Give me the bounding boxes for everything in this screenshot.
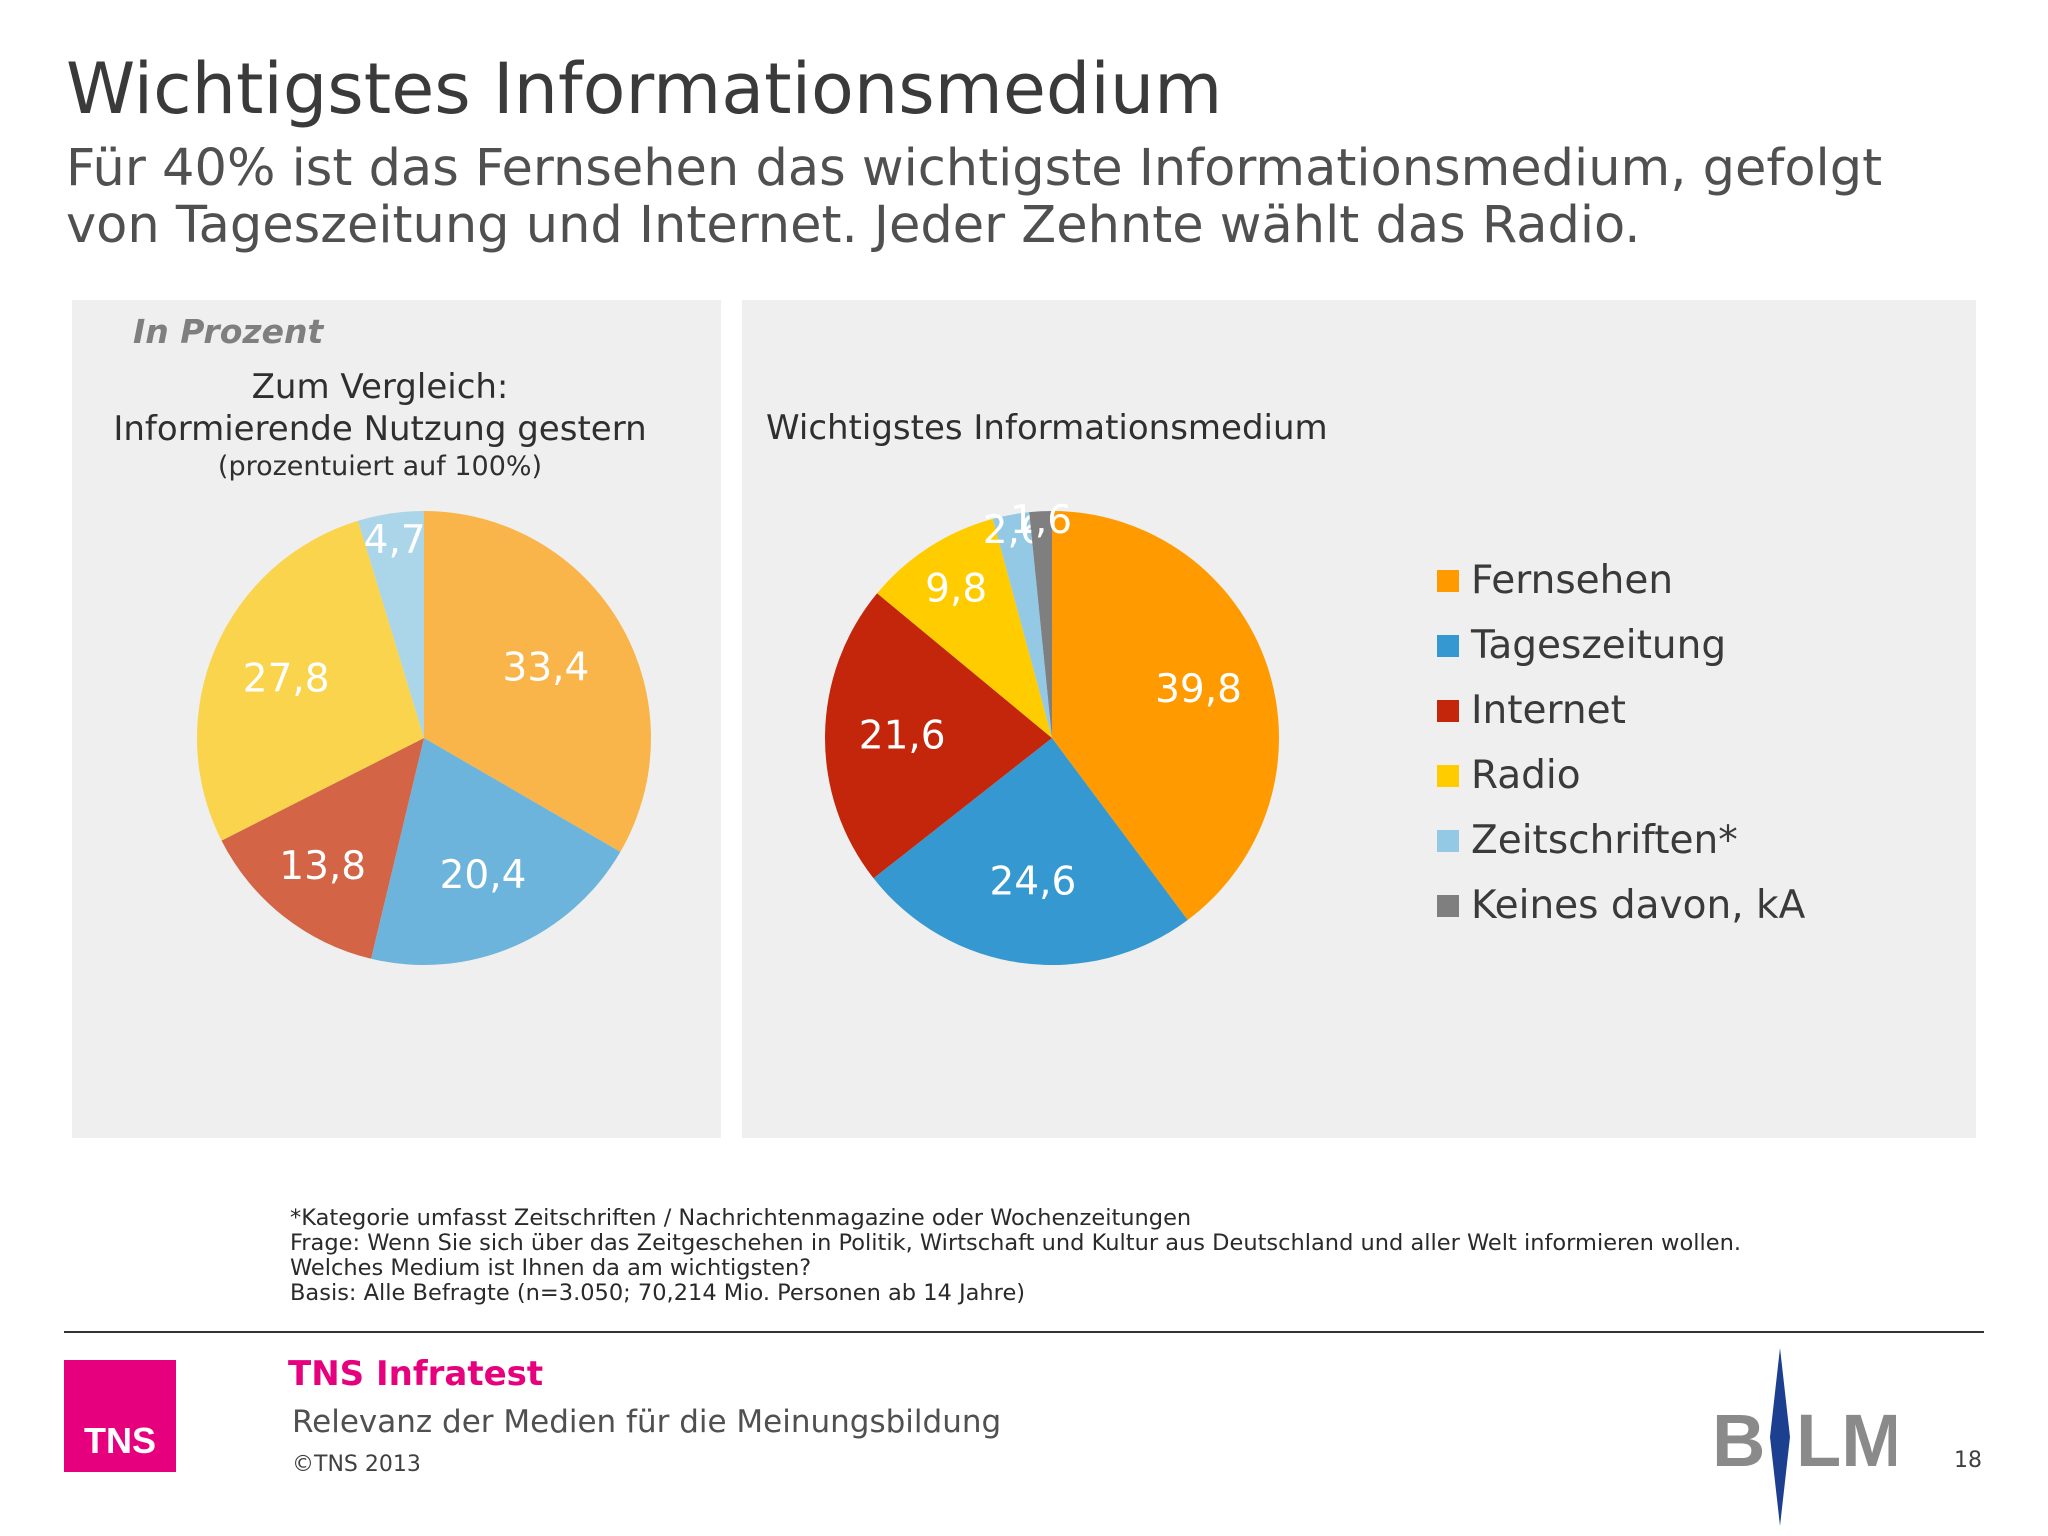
legend-item: Internet [1437,678,1805,743]
chart-legend: Fernsehen Tageszeitung Internet Radio Zeitsc… [1437,548,1805,938]
right-chart-title: Wichtigstes Informationsmedium [766,408,1328,448]
report-title: Relevanz der Medien für die Meinungsbild… [292,1404,1002,1440]
tns-logo: TNS [64,1360,176,1472]
legend-item: Tageszeitung [1437,613,1805,678]
legend-swatch [1437,699,1459,722]
footnote-line-3: Welches Medium ist Ihnen da am wichtigst… [290,1255,812,1281]
left-title-line-2: Informierende Nutzung gestern [113,409,647,449]
left-title-line-1: Zum Vergleich: [251,367,509,407]
footnote-line-2: Frage: Wenn Sie sich über das Zeitgesche… [290,1230,1741,1256]
legend-item: Zeitschriften* [1437,808,1805,873]
data-label: 1,6 [1010,498,1072,543]
tns-logo-text: TNS [84,1420,156,1461]
legend-swatch [1437,829,1459,852]
legend-label: Internet [1471,688,1626,733]
subtitle-line-1: Für 40% ist das Fernsehen das wichtigste… [66,139,1883,198]
svg-text:B: B [1712,1399,1765,1482]
legend-swatch [1437,634,1459,657]
page-number: 18 [1954,1448,1982,1473]
pie-slice-radio [877,518,1052,738]
pie-slice-zeitschriften [357,511,424,738]
footer-divider [64,1331,1984,1333]
pie-slice-radio [197,520,424,841]
pie-slice-tageszeitung [371,738,621,965]
footnote-line-4: Basis: Alle Befragte (n=3.050; 70,214 Mi… [290,1280,1026,1306]
copyright: ©TNS 2013 [292,1452,421,1477]
left-chart-title: Zum Vergleich: Informierende Nutzung ges… [100,366,660,484]
pie-slice-internet [221,738,424,959]
data-label: 13,8 [279,844,366,889]
brand-name: TNS Infratest [288,1354,544,1394]
data-label: 33,4 [503,645,590,690]
data-label: 21,6 [859,714,946,759]
data-label: 20,4 [440,853,527,898]
blm-logo-needle [1770,1348,1790,1526]
slide-subtitle: Für 40% ist das Fernsehen das wichtigste… [66,140,2016,254]
slide-title: Wichtigstes Informationsmedium [66,48,1223,130]
legend-swatch [1437,764,1459,787]
pie-slice-fernsehen [424,511,651,852]
data-label: 4,7 [364,518,426,563]
legend-label: Keines davon, kA [1471,883,1806,928]
data-label: 24,6 [989,860,1076,905]
left-title-line-3: (prozentuiert auf 100%) [217,451,543,482]
pie-slice-zeitschriften [992,512,1052,738]
data-label: 27,8 [243,657,330,702]
footnotes: *Kategorie umfasst Zeitschriften / Nachr… [290,1206,1741,1306]
data-label: 9,8 [925,567,987,612]
pie-slice-fernsehen [1052,511,1279,920]
unit-label: In Prozent [133,312,324,351]
legend-label: Tageszeitung [1471,623,1727,668]
subtitle-line-2: von Tageszeitung und Internet. Jeder Zeh… [66,196,1641,255]
footnote-line-1: *Kategorie umfasst Zeitschriften / Nachr… [290,1205,1192,1231]
blm-logo: B LM [1712,1348,1896,1526]
legend-swatch [1437,894,1459,917]
legend-item: Fernsehen [1437,548,1805,613]
legend-label: Fernsehen [1471,558,1674,603]
legend-item: Keines davon, kA [1437,873,1805,938]
legend-swatch [1437,569,1459,592]
data-label: 39,8 [1155,667,1242,712]
svg-text:LM: LM [1796,1399,1896,1482]
legend-label: Zeitschriften* [1471,818,1738,863]
legend-item: Radio [1437,743,1805,808]
legend-label: Radio [1471,753,1581,798]
pie-slice-internet [825,593,1052,879]
pie-slice-tageszeitung [873,738,1188,965]
pie-slice-keines-davon-ka [1029,511,1052,738]
